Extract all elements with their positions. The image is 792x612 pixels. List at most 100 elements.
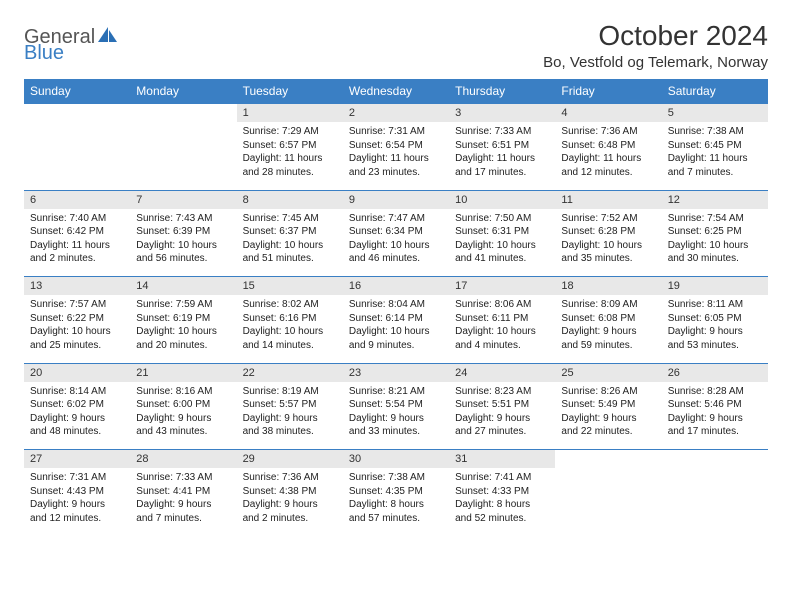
sunset-line: Sunset: 6:14 PM <box>349 312 443 326</box>
day-content-cell: Sunrise: 7:50 AMSunset: 6:31 PMDaylight:… <box>449 209 555 277</box>
day-content-cell: Sunrise: 8:06 AMSunset: 6:11 PMDaylight:… <box>449 295 555 363</box>
day-number-cell: 26 <box>662 363 768 382</box>
day-content-cell: Sunrise: 7:43 AMSunset: 6:39 PMDaylight:… <box>130 209 236 277</box>
sunrise-line: Sunrise: 7:43 AM <box>136 212 230 226</box>
sunset-line: Sunset: 6:51 PM <box>455 139 549 153</box>
day-content-cell <box>130 122 236 190</box>
logo-text-blue: Blue <box>24 42 64 64</box>
sunset-line: Sunset: 6:28 PM <box>561 225 655 239</box>
sunset-line: Sunset: 6:05 PM <box>668 312 762 326</box>
sunset-line: Sunset: 6:39 PM <box>136 225 230 239</box>
sunset-line: Sunset: 6:57 PM <box>243 139 337 153</box>
day-content-cell: Sunrise: 7:38 AMSunset: 6:45 PMDaylight:… <box>662 122 768 190</box>
header: General October 2024 Bo, Vestfold og Tel… <box>24 20 768 71</box>
sunset-line: Sunset: 6:00 PM <box>136 398 230 412</box>
day-header: Thursday <box>449 79 555 104</box>
day-number-cell: 12 <box>662 190 768 209</box>
day-number-cell: 1 <box>237 104 343 123</box>
daylight-line: Daylight: 11 hours and 17 minutes. <box>455 152 549 179</box>
daylight-line: Daylight: 11 hours and 7 minutes. <box>668 152 762 179</box>
day-number-cell: 17 <box>449 277 555 296</box>
day-number-cell: 3 <box>449 104 555 123</box>
day-content-cell: Sunrise: 8:21 AMSunset: 5:54 PMDaylight:… <box>343 382 449 450</box>
sunrise-line: Sunrise: 8:16 AM <box>136 385 230 399</box>
day-number-cell: 7 <box>130 190 236 209</box>
sunrise-line: Sunrise: 8:21 AM <box>349 385 443 399</box>
day-number-row: 13141516171819 <box>24 277 768 296</box>
daylight-line: Daylight: 10 hours and 4 minutes. <box>455 325 549 352</box>
sunrise-line: Sunrise: 8:19 AM <box>243 385 337 399</box>
day-content-cell <box>24 122 130 190</box>
daylight-line: Daylight: 10 hours and 9 minutes. <box>349 325 443 352</box>
day-header: Saturday <box>662 79 768 104</box>
sunrise-line: Sunrise: 7:38 AM <box>668 125 762 139</box>
day-number-cell: 22 <box>237 363 343 382</box>
sunrise-line: Sunrise: 7:40 AM <box>30 212 124 226</box>
sunrise-line: Sunrise: 7:33 AM <box>136 471 230 485</box>
day-content-cell: Sunrise: 7:31 AMSunset: 6:54 PMDaylight:… <box>343 122 449 190</box>
sunrise-line: Sunrise: 7:29 AM <box>243 125 337 139</box>
day-content-cell: Sunrise: 7:33 AMSunset: 6:51 PMDaylight:… <box>449 122 555 190</box>
sunset-line: Sunset: 6:22 PM <box>30 312 124 326</box>
day-number-cell: 25 <box>555 363 661 382</box>
day-header: Friday <box>555 79 661 104</box>
sunrise-line: Sunrise: 7:31 AM <box>30 471 124 485</box>
sunrise-line: Sunrise: 7:38 AM <box>349 471 443 485</box>
sunset-line: Sunset: 6:45 PM <box>668 139 762 153</box>
day-number-cell: 2 <box>343 104 449 123</box>
day-number-cell: 21 <box>130 363 236 382</box>
sunset-line: Sunset: 6:37 PM <box>243 225 337 239</box>
sunrise-line: Sunrise: 7:57 AM <box>30 298 124 312</box>
calendar-table: Sunday Monday Tuesday Wednesday Thursday… <box>24 79 768 536</box>
day-content-cell: Sunrise: 7:38 AMSunset: 4:35 PMDaylight:… <box>343 468 449 536</box>
daylight-line: Daylight: 10 hours and 14 minutes. <box>243 325 337 352</box>
day-number-cell: 28 <box>130 450 236 469</box>
day-content-cell: Sunrise: 8:28 AMSunset: 5:46 PMDaylight:… <box>662 382 768 450</box>
sunrise-line: Sunrise: 7:52 AM <box>561 212 655 226</box>
daylight-line: Daylight: 11 hours and 28 minutes. <box>243 152 337 179</box>
daylight-line: Daylight: 9 hours and 27 minutes. <box>455 412 549 439</box>
sunset-line: Sunset: 6:16 PM <box>243 312 337 326</box>
day-content-cell: Sunrise: 8:19 AMSunset: 5:57 PMDaylight:… <box>237 382 343 450</box>
day-content-cell: Sunrise: 7:47 AMSunset: 6:34 PMDaylight:… <box>343 209 449 277</box>
daylight-line: Daylight: 9 hours and 17 minutes. <box>668 412 762 439</box>
day-number-cell: 10 <box>449 190 555 209</box>
day-header: Wednesday <box>343 79 449 104</box>
day-number-cell: 27 <box>24 450 130 469</box>
day-content-row: Sunrise: 7:29 AMSunset: 6:57 PMDaylight:… <box>24 122 768 190</box>
sunrise-line: Sunrise: 7:54 AM <box>668 212 762 226</box>
day-content-cell: Sunrise: 8:09 AMSunset: 6:08 PMDaylight:… <box>555 295 661 363</box>
daylight-line: Daylight: 11 hours and 2 minutes. <box>30 239 124 266</box>
sunrise-line: Sunrise: 7:31 AM <box>349 125 443 139</box>
sunrise-line: Sunrise: 7:41 AM <box>455 471 549 485</box>
day-header: Tuesday <box>237 79 343 104</box>
sunrise-line: Sunrise: 8:04 AM <box>349 298 443 312</box>
sunset-line: Sunset: 6:02 PM <box>30 398 124 412</box>
sunrise-line: Sunrise: 8:06 AM <box>455 298 549 312</box>
sunrise-line: Sunrise: 7:33 AM <box>455 125 549 139</box>
sunrise-line: Sunrise: 8:14 AM <box>30 385 124 399</box>
day-content-cell: Sunrise: 7:59 AMSunset: 6:19 PMDaylight:… <box>130 295 236 363</box>
sunset-line: Sunset: 6:25 PM <box>668 225 762 239</box>
day-content-cell: Sunrise: 7:54 AMSunset: 6:25 PMDaylight:… <box>662 209 768 277</box>
month-title: October 2024 <box>543 20 768 52</box>
daylight-line: Daylight: 11 hours and 12 minutes. <box>561 152 655 179</box>
day-header: Sunday <box>24 79 130 104</box>
day-number-cell: 9 <box>343 190 449 209</box>
sunset-line: Sunset: 6:42 PM <box>30 225 124 239</box>
daylight-line: Daylight: 9 hours and 2 minutes. <box>243 498 337 525</box>
sunrise-line: Sunrise: 7:36 AM <box>243 471 337 485</box>
day-content-cell: Sunrise: 8:02 AMSunset: 6:16 PMDaylight:… <box>237 295 343 363</box>
day-header-row: Sunday Monday Tuesday Wednesday Thursday… <box>24 79 768 104</box>
day-content-cell: Sunrise: 7:36 AMSunset: 6:48 PMDaylight:… <box>555 122 661 190</box>
sunset-line: Sunset: 4:43 PM <box>30 485 124 499</box>
sunrise-line: Sunrise: 8:26 AM <box>561 385 655 399</box>
day-content-row: Sunrise: 7:31 AMSunset: 4:43 PM Daylight:… <box>24 468 768 536</box>
sunset-line: Sunset: 5:46 PM <box>668 398 762 412</box>
day-number-cell: 23 <box>343 363 449 382</box>
daylight-line: Daylight: 10 hours and 41 minutes. <box>455 239 549 266</box>
location: Bo, Vestfold og Telemark, Norway <box>543 54 768 71</box>
day-number-cell: 5 <box>662 104 768 123</box>
day-number-cell: 15 <box>237 277 343 296</box>
sunset-line: Sunset: 5:49 PM <box>561 398 655 412</box>
